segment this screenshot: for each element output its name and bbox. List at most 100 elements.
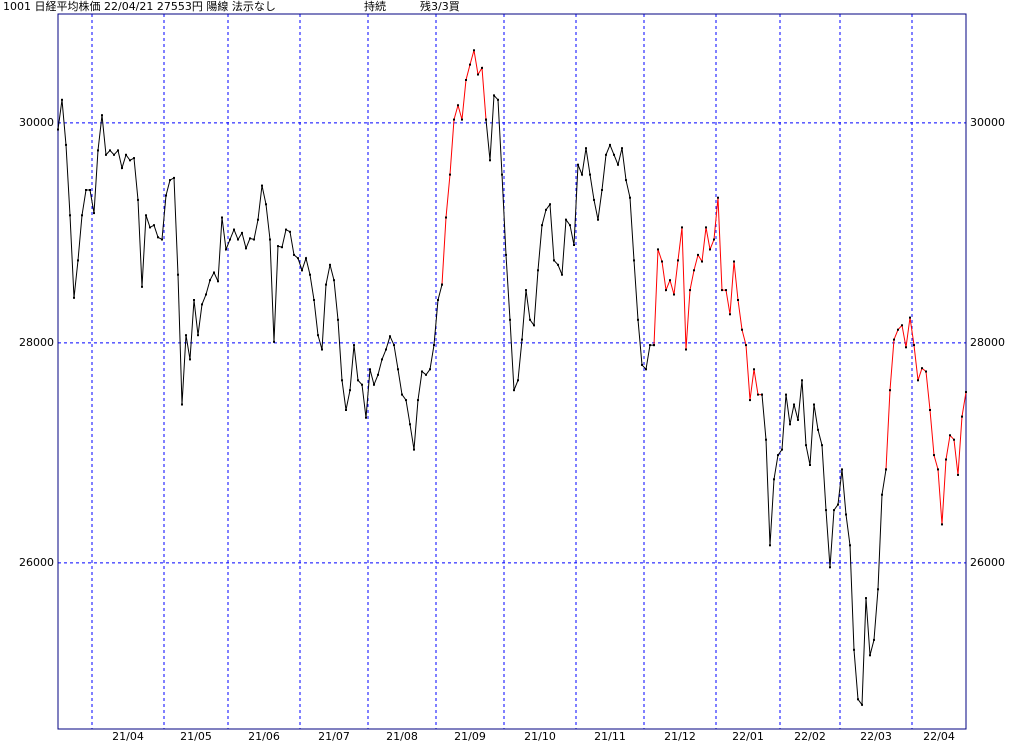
point <box>689 289 691 292</box>
point <box>253 238 255 241</box>
point <box>205 293 207 296</box>
point <box>813 403 815 406</box>
point <box>613 153 615 156</box>
point <box>709 248 711 251</box>
point <box>393 344 395 347</box>
point <box>213 271 215 274</box>
point <box>961 415 963 418</box>
point <box>901 324 903 327</box>
point <box>605 153 607 156</box>
point <box>505 253 507 256</box>
point <box>469 63 471 66</box>
point <box>849 544 851 547</box>
point <box>953 438 955 441</box>
point <box>145 214 147 217</box>
point <box>777 454 779 457</box>
y-tick-label: 30000 <box>970 116 1005 129</box>
point <box>861 703 863 706</box>
point <box>845 513 847 516</box>
x-tick-label: 21/10 <box>524 730 556 743</box>
point <box>541 224 543 227</box>
point <box>753 368 755 371</box>
point <box>481 66 483 69</box>
x-tick-label: 21/05 <box>180 730 212 743</box>
point <box>389 335 391 338</box>
point <box>737 299 739 301</box>
point <box>329 263 331 266</box>
point <box>765 438 767 441</box>
point <box>449 173 451 176</box>
point <box>189 358 191 361</box>
point <box>233 228 235 231</box>
point <box>185 334 187 337</box>
point <box>681 226 683 229</box>
point <box>925 370 927 373</box>
point <box>177 273 179 276</box>
point <box>97 149 99 152</box>
point <box>693 269 695 272</box>
point <box>733 260 735 263</box>
x-tick-label: 21/12 <box>664 730 696 743</box>
point <box>525 289 527 292</box>
annotation: 持続 <box>364 0 386 13</box>
point <box>577 163 579 166</box>
point <box>909 316 911 319</box>
point <box>297 257 299 260</box>
point <box>105 153 107 156</box>
point <box>817 428 819 431</box>
point <box>793 403 795 406</box>
x-tick-label: 21/04 <box>112 730 144 743</box>
point <box>489 159 491 162</box>
point <box>965 391 967 394</box>
point <box>317 334 319 337</box>
point <box>549 203 551 206</box>
point <box>457 104 459 107</box>
point <box>685 348 687 351</box>
point <box>453 118 455 121</box>
point <box>377 373 379 376</box>
point <box>493 94 495 97</box>
point <box>89 189 91 191</box>
point <box>805 444 807 447</box>
point <box>853 648 855 651</box>
point <box>945 458 947 461</box>
point <box>433 344 435 347</box>
point <box>521 338 523 341</box>
point <box>593 198 595 201</box>
point <box>705 226 707 229</box>
x-tick-label: 21/09 <box>454 730 486 743</box>
point <box>889 389 891 392</box>
point <box>117 149 119 152</box>
point <box>365 416 367 419</box>
point <box>281 246 283 249</box>
point <box>905 346 907 349</box>
point <box>137 198 139 201</box>
point <box>609 143 611 146</box>
point <box>629 196 631 199</box>
point <box>797 418 799 421</box>
point <box>833 509 835 512</box>
point <box>697 253 699 256</box>
point <box>757 393 759 396</box>
point <box>821 444 823 447</box>
point <box>337 318 339 321</box>
point <box>221 216 223 219</box>
point <box>789 423 791 426</box>
point <box>65 143 67 146</box>
point <box>141 285 143 288</box>
point <box>441 283 443 286</box>
point <box>637 318 639 321</box>
point <box>277 245 279 248</box>
point <box>937 468 939 471</box>
point <box>941 523 943 526</box>
chart-title: 1001 日経平均株価 22/04/21 27553円 陽線 法示なし <box>3 0 276 13</box>
point <box>181 403 183 406</box>
point <box>653 344 655 347</box>
x-tick-label: 21/11 <box>594 730 626 743</box>
point <box>309 273 311 276</box>
point <box>77 259 79 262</box>
point <box>897 328 899 331</box>
point <box>85 189 87 191</box>
point <box>341 379 343 382</box>
